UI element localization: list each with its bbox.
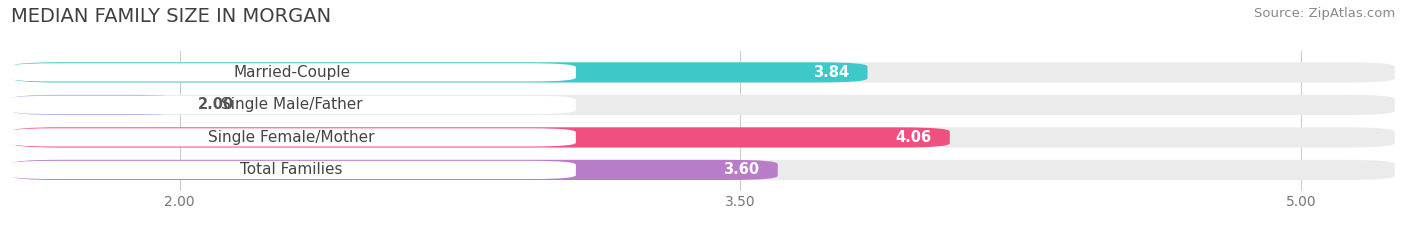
FancyBboxPatch shape xyxy=(11,127,1395,147)
Text: Single Male/Father: Single Male/Father xyxy=(221,97,363,112)
FancyBboxPatch shape xyxy=(7,63,576,82)
FancyBboxPatch shape xyxy=(7,128,576,147)
Text: 4.06: 4.06 xyxy=(896,130,931,145)
Text: MEDIAN FAMILY SIZE IN MORGAN: MEDIAN FAMILY SIZE IN MORGAN xyxy=(11,7,332,26)
Text: Single Female/Mother: Single Female/Mother xyxy=(208,130,375,145)
FancyBboxPatch shape xyxy=(7,96,576,114)
FancyBboxPatch shape xyxy=(11,95,180,115)
Text: Married-Couple: Married-Couple xyxy=(233,65,350,80)
Text: Source: ZipAtlas.com: Source: ZipAtlas.com xyxy=(1254,7,1395,20)
FancyBboxPatch shape xyxy=(11,62,1395,82)
FancyBboxPatch shape xyxy=(7,161,576,179)
FancyBboxPatch shape xyxy=(11,160,1395,180)
FancyBboxPatch shape xyxy=(11,160,778,180)
FancyBboxPatch shape xyxy=(11,62,868,82)
Text: 3.84: 3.84 xyxy=(813,65,849,80)
Text: Total Families: Total Families xyxy=(240,162,343,177)
FancyBboxPatch shape xyxy=(11,127,950,147)
Text: 3.60: 3.60 xyxy=(723,162,759,177)
FancyBboxPatch shape xyxy=(11,95,1395,115)
Text: 2.00: 2.00 xyxy=(198,97,235,112)
